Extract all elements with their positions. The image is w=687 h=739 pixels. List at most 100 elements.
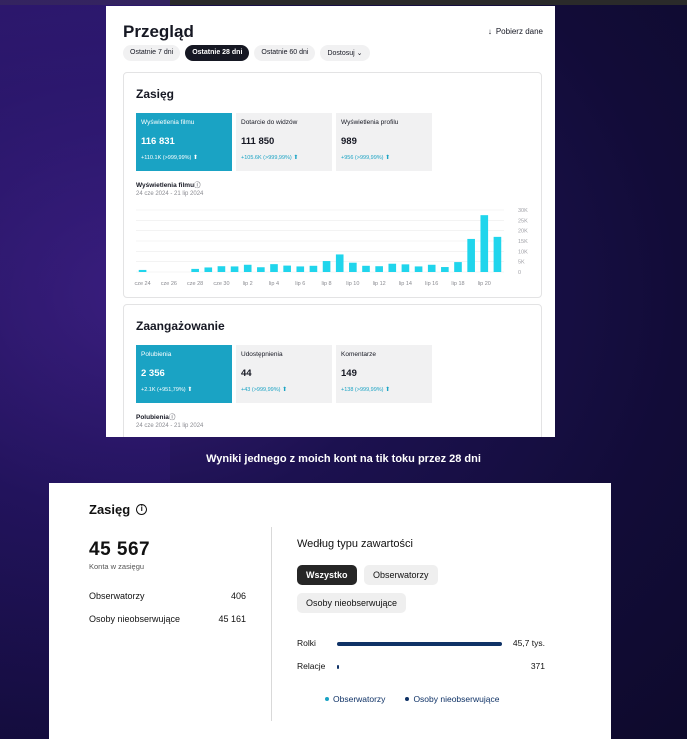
metric-delta: +956 (>999,99%) ⬆ [341,155,391,161]
metric-delta: +138 (>999,99%) ⬆ [341,387,391,393]
metric-value: 149 [341,368,357,379]
metric-likes[interactable]: Polubienia 2 356 +2.1K (+951,79%) ⬆ [136,345,232,403]
metric-label: Wyświetlenia profilu [341,119,399,126]
chart-bar[interactable] [414,266,423,272]
chart-bar[interactable] [375,266,383,272]
y-tick-label: 10K [518,249,528,255]
followers-row: Obserwatorzy 406 [89,591,246,601]
chart-bar[interactable] [243,264,252,272]
bar-value: 45,7 tys. [512,638,545,648]
chart-bar[interactable] [493,236,502,272]
stories-bar-fill [337,665,339,669]
filter-all[interactable]: Wszystko [297,565,357,585]
tab-60-days[interactable]: Ostatnie 60 dni [254,45,316,61]
bar-track [337,642,502,646]
chart-bar[interactable] [454,262,462,272]
legend: Obserwatorzy Osoby nieobserwujące [325,694,499,704]
y-tick-label: 0 [518,270,521,276]
legend-label: Obserwatorzy [333,694,386,704]
reach-card: Zasięg Wyświetlenia filmu 116 831 +110.1… [123,72,542,298]
metric-comments[interactable]: Komentarze 149 +138 (>999,99%) ⬆ [336,345,432,403]
chart-bar[interactable] [309,265,318,272]
chart-bar[interactable] [296,266,305,272]
x-tick-label: lip 12 [373,281,386,287]
chart-bar[interactable] [388,263,397,272]
y-tick-label: 5K [518,260,525,266]
chart-bar[interactable] [270,264,278,272]
reach-title: Zasięg i [89,502,148,517]
reach-title: Zasięg [136,87,175,101]
bar-label: Rolki [297,638,316,648]
chart-bar[interactable] [322,261,331,272]
metric-profile-views[interactable]: Wyświetlenia profilu 989 +956 (>999,99%)… [336,113,432,171]
chart-bar[interactable] [362,265,370,272]
x-tick-label: cze 30 [213,281,229,287]
arrow-up-icon: ⬆ [293,155,299,161]
x-tick-label: lip 2 [243,281,253,287]
chart-bar[interactable] [441,267,449,272]
likes-chart-date-range: 24 cze 2024 - 21 lip 2024 [136,423,204,429]
chart-bar[interactable] [138,269,147,272]
filter-followers[interactable]: Obserwatorzy [364,565,438,585]
metric-value: 44 [241,368,252,379]
chart-bar[interactable] [257,267,265,272]
metric-value: 116 831 [141,136,175,147]
metric-delta: +110.1K (>999,99%) ⬆ [141,155,198,161]
page-title: Przegląd [123,22,194,41]
metric-audience-reach[interactable]: Dotarcie do widzów 111 850 +105.6K (>999… [236,113,332,171]
arrow-up-icon: ⬆ [192,155,198,161]
x-tick-label: cze 24 [134,281,150,287]
row-value: 406 [230,591,246,601]
instagram-reach-panel: Zasięg i 45 567 Konta w zasięgu Obserwat… [49,483,611,739]
metric-label: Polubienia [141,351,172,358]
tab-7-days[interactable]: Ostatnie 7 dni [123,45,181,61]
engagement-card: Zaangażowanie Polubienia 2 356 +2.1K (+9… [123,304,542,437]
x-tick-label: cze 26 [161,281,177,287]
chart-bar[interactable] [283,265,291,272]
divider [271,527,272,721]
accounts-reached-label: Konta w zasięgu [89,562,145,571]
tab-28-days[interactable]: Ostatnie 28 dni [185,45,250,61]
chart-bar[interactable] [349,262,357,272]
metric-delta: +105.6K (>999,99%) ⬆ [241,155,299,161]
info-icon[interactable]: i [136,504,148,515]
legend-dot [325,697,329,701]
chart-bar[interactable] [230,266,239,272]
chart-bar[interactable] [467,238,475,272]
download-label: Pobierz dane [495,27,543,36]
arrow-up-icon: ⬆ [385,387,391,393]
tab-custom[interactable]: Dostosuj ⌄ [320,45,370,61]
metric-shares[interactable]: Udostępnienia 44 +43 (>999,99%) ⬆ [236,345,332,403]
image-caption: Wyniki jednego z moich kont na tik toku … [206,453,481,465]
chart-bar[interactable] [191,268,199,272]
chart-bar[interactable] [204,267,213,272]
engagement-title: Zaangażowanie [136,319,225,333]
x-tick-label: lip 4 [269,281,279,287]
chart-bar[interactable] [401,264,410,272]
metric-delta: +43 (>999,99%) ⬆ [241,387,288,393]
reach-metrics: Wyświetlenia filmu 116 831 +110.1K (>999… [136,113,432,171]
info-icon: ⓘ [168,414,176,421]
chart-bar[interactable] [480,215,489,272]
x-tick-label: lip 8 [322,281,332,287]
filter-non-followers[interactable]: Osoby nieobserwujące [297,593,407,613]
x-tick-label: cze 28 [187,281,203,287]
date-range-tabs: Ostatnie 7 dni Ostatnie 28 dni Ostatnie … [123,45,370,61]
metric-delta: +2.1K (+951,79%) ⬆ [141,387,193,393]
chevron-down-icon: ⌄ [356,50,363,57]
row-label: Obserwatorzy [89,591,145,601]
reels-bar-row: Rolki 45,7 tys. [297,638,545,650]
tiktok-analytics-panel: Przegląd ↓ Pobierz dane Ostatnie 7 dni O… [106,6,555,437]
y-tick-label: 30K [518,208,528,214]
tab-custom-label: Dostosuj [327,50,355,57]
download-data-button[interactable]: ↓ Pobierz dane [488,27,543,36]
legend-followers: Obserwatorzy [325,694,385,704]
metric-video-views[interactable]: Wyświetlenia filmu 116 831 +110.1K (>999… [136,113,232,171]
metric-label: Dotarcie do widzów [241,119,298,126]
reels-bar-fill [337,642,502,646]
chart-bar[interactable] [335,254,344,272]
arrow-up-icon: ⬆ [281,387,288,393]
arrow-up-icon: ⬆ [385,155,391,161]
chart-bar[interactable] [217,266,226,272]
chart-bar[interactable] [427,264,436,272]
